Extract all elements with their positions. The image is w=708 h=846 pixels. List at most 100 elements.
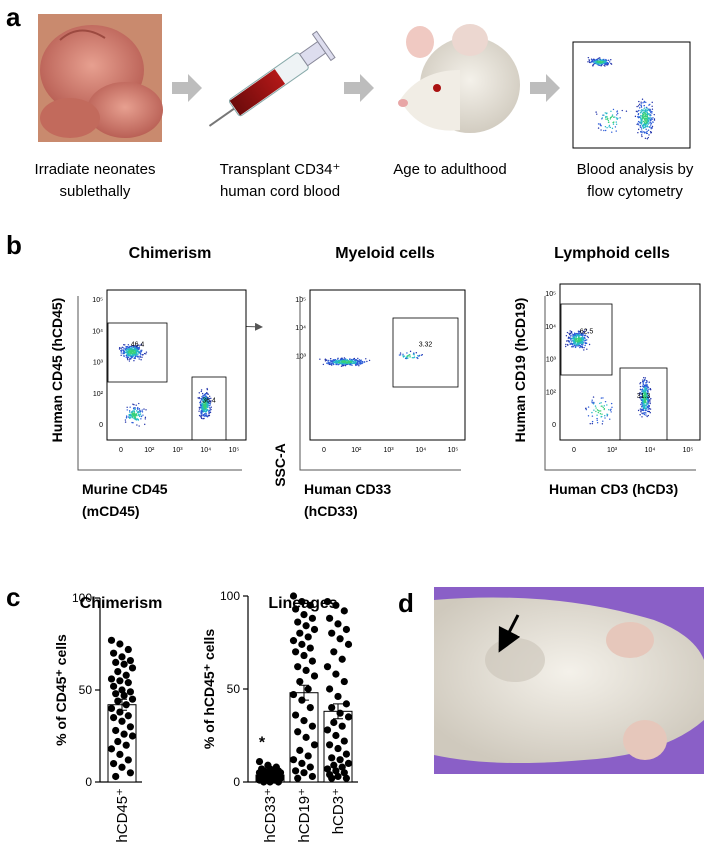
cytometry-event [132,410,134,412]
data-point [296,746,304,754]
cytometry-event [642,116,644,118]
data-point [323,765,332,773]
cytometry-event [640,397,642,399]
cytometry-event [640,393,643,395]
cytometry-event [134,408,136,410]
cytometry-event [118,347,121,349]
cytometry-event [645,128,647,130]
cytometry-event [646,111,648,113]
cytometry-event [644,119,646,121]
cytometry-event [585,329,587,331]
cytometry-event [583,334,585,337]
cytometry-event [602,406,604,409]
x-tick-label: 10³ [172,447,183,454]
process-arrow [172,74,560,102]
cytometry-event [199,401,201,404]
cytometry-event [572,337,575,339]
data-point [326,685,334,693]
cytometry-event [565,345,567,348]
cytometry-event [340,358,343,360]
cytometry-event [643,110,645,112]
cytometry-event [206,392,208,394]
cytometry-event [201,403,203,405]
cytometry-event [420,354,423,357]
cytometry-event [358,365,360,367]
cytometry-event [130,351,133,354]
cytometry-event [646,405,648,408]
cytometry-event [209,407,211,409]
cytometry-event [136,353,138,356]
y-tick-label: 100 [72,591,92,605]
cytometry-event [647,386,650,389]
cytometry-event [644,409,647,412]
cytometry-event [581,346,584,349]
cytometry-event [578,344,581,347]
y-tick-label: 10⁴ [545,324,556,331]
cytometry-event [332,359,335,361]
cytometry-event [638,393,640,395]
cytometry-event [133,348,135,351]
cytometry-event [129,357,131,360]
y-axis-label: SSC-A [272,443,288,487]
cytometry-event [645,122,647,124]
cytometry-event [126,350,129,352]
cytometry-event [577,345,579,347]
cytometry-event [145,351,148,353]
cytometry-event [596,422,599,424]
cytometry-event [567,336,570,338]
cytometry-event [582,338,584,340]
cytometry-event [131,355,133,358]
cytometry-event [340,360,342,362]
cytometry-event [129,406,131,408]
cytometry-event [642,118,644,120]
cytometry-event [402,353,404,355]
cytometry-event [120,354,122,357]
cytometry-event [584,344,586,347]
cytometry-event [604,415,606,417]
cytometry-event [329,357,332,360]
cytometry-event [621,109,623,112]
cytometry-event [640,119,642,121]
data-point [306,704,314,712]
cytometry-event [645,101,647,104]
data-point [260,778,268,786]
cytometry-event [611,114,614,116]
data-point [118,717,126,725]
cytometry-event [120,352,122,354]
cytometry-event [648,381,650,383]
cytometry-event [326,362,328,364]
cytometry-event [653,118,656,120]
cytometry-event [646,380,648,382]
data-point [332,670,340,678]
cytometry-event [641,388,644,390]
cytometry-event [131,347,133,349]
cytometry-event [642,382,644,384]
cytometry-event [644,137,647,139]
cytometry-event [651,108,654,110]
cytometry-event [589,423,591,425]
panel-label: d [398,588,414,618]
cytometry-event [335,360,337,362]
cytometry-event [142,354,144,356]
cytometry-event [203,417,205,420]
data-point [296,677,304,686]
cytometry-event [343,358,345,361]
cytometry-event [640,106,643,108]
cytometry-event [585,342,587,344]
data-point [328,629,336,637]
data-point [122,701,130,709]
cytometry-event [644,123,646,126]
cytometry-event [129,411,131,413]
cytometry-event [319,358,321,360]
cytometry-event [568,340,571,342]
data-point [110,760,118,768]
cytometry-event [590,58,593,60]
cytometry-event [203,393,206,396]
cytometry-event [402,355,405,358]
cytometry-event [336,360,338,363]
data-point [116,677,124,685]
x-tick-label: 10³ [607,447,618,454]
axis-arrows [77,296,242,471]
cytometry-event [648,405,651,407]
cytometry-event [198,406,201,409]
